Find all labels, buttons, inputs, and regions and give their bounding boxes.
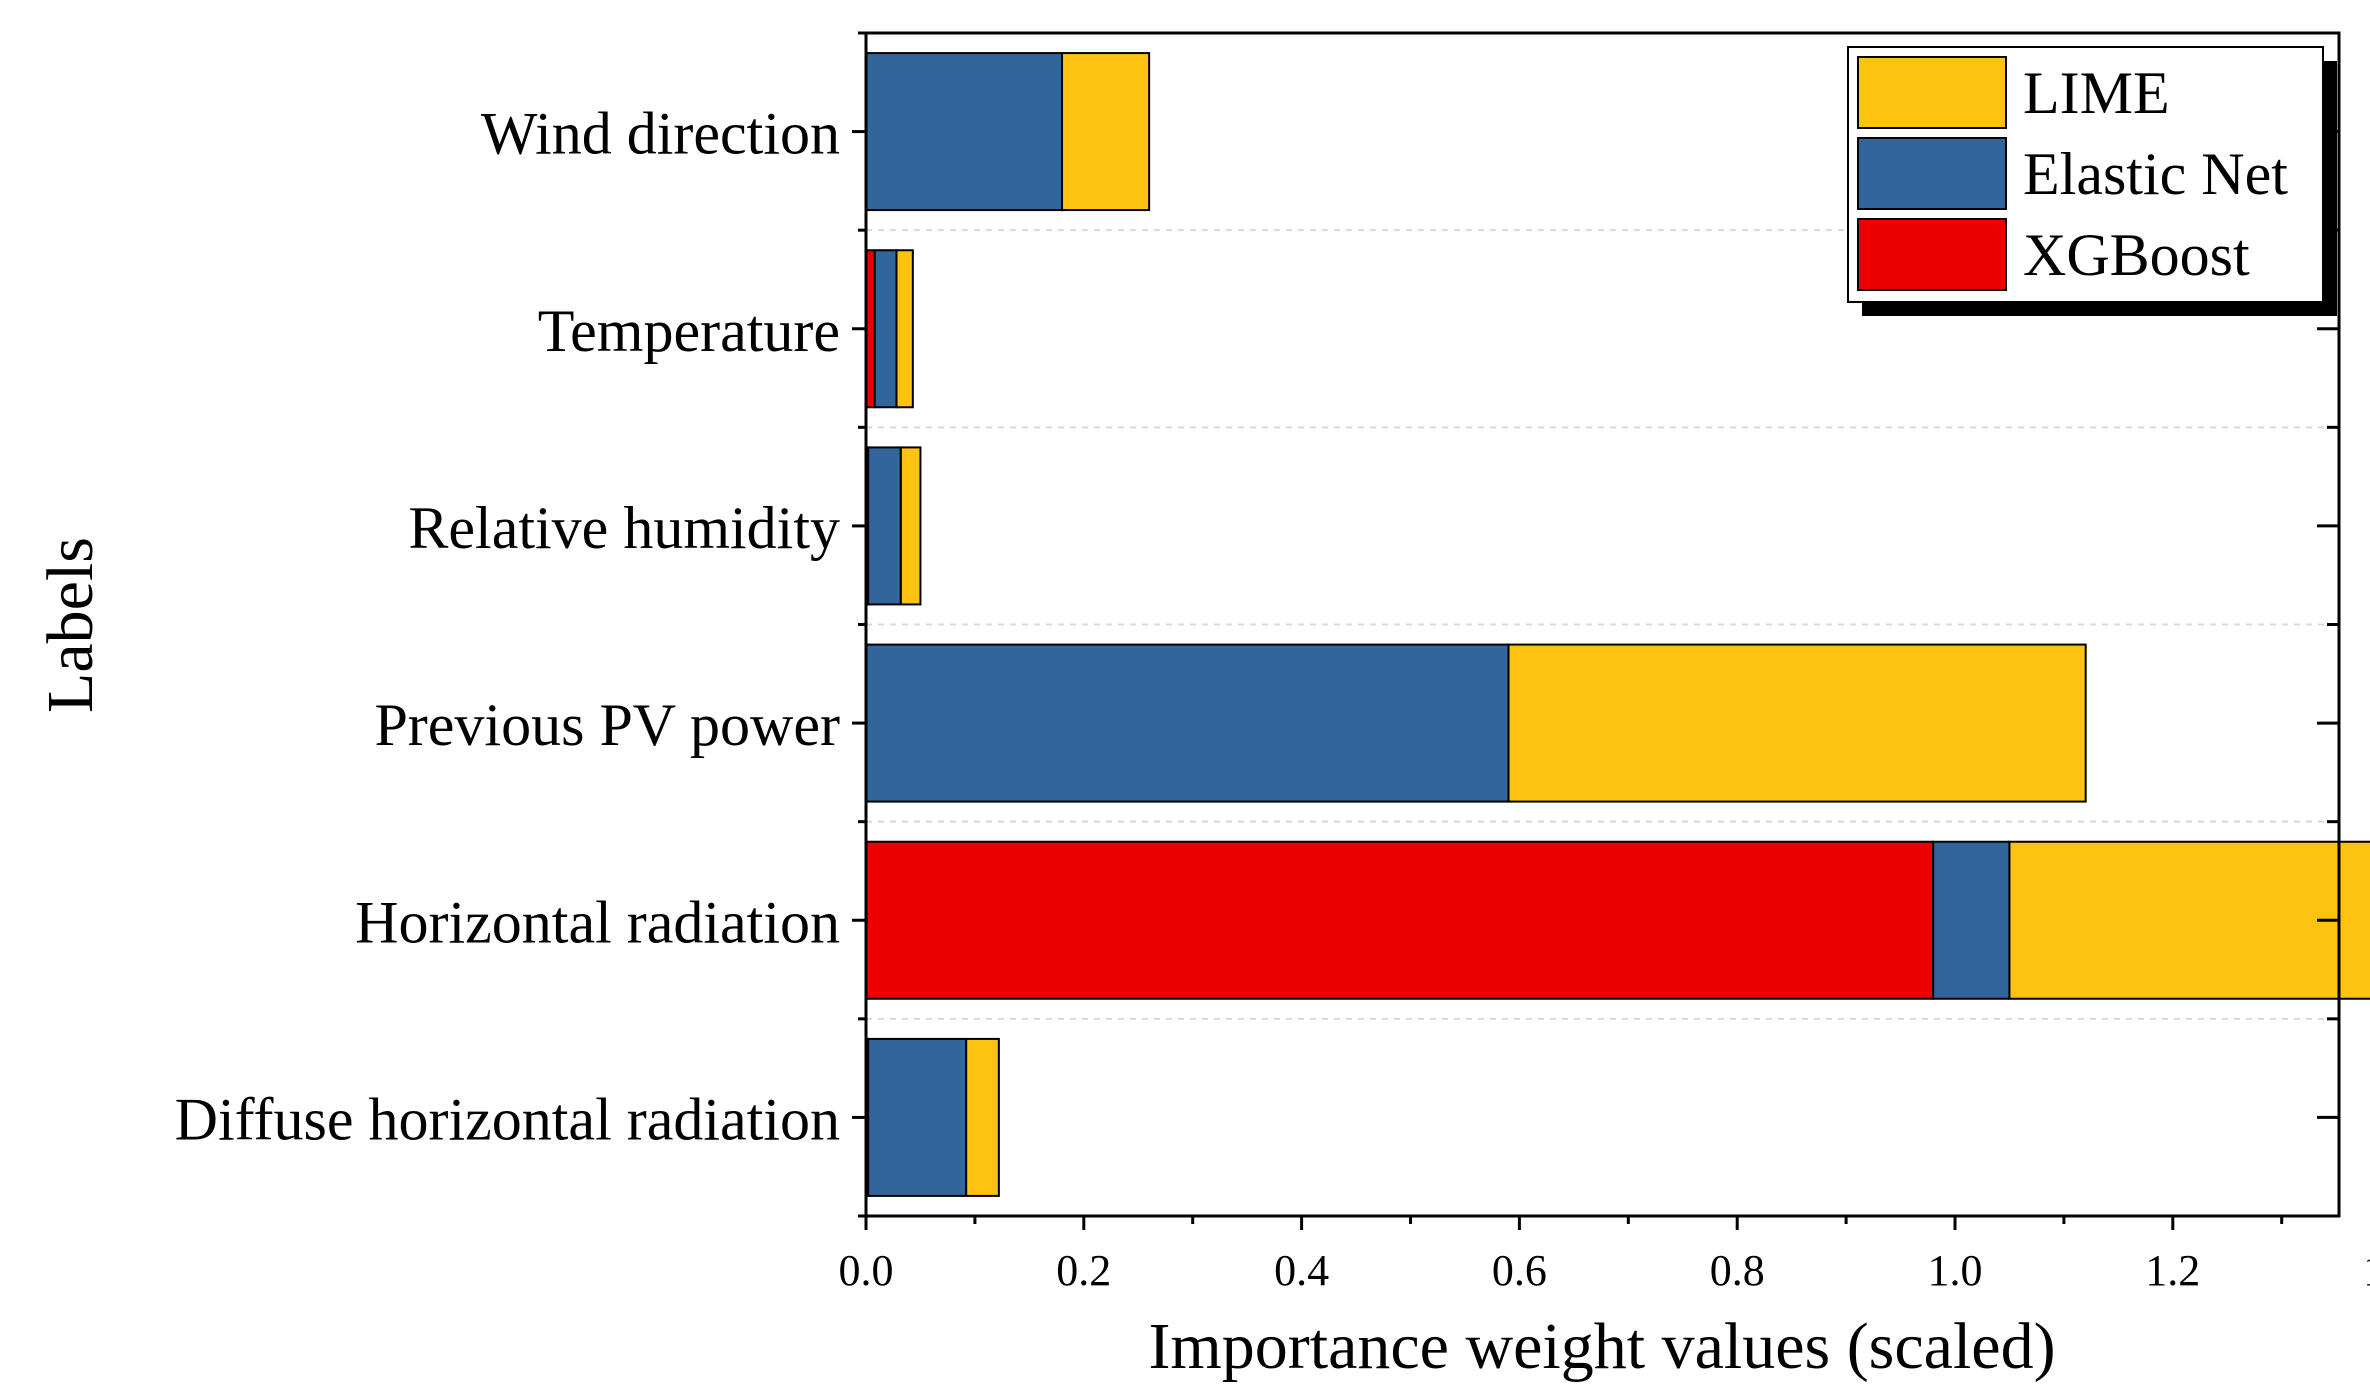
bar-elastic-net [867, 1037, 968, 1197]
y-tick-label: Diffuse horizontal radiation [175, 1086, 840, 1152]
bar-elastic-net [1932, 840, 2011, 1000]
x-tick-labels: 0.0 0.2 0.4 0.6 0.8 1.0 1.2 1.4 [839, 1246, 2370, 1295]
bar-elastic-net [867, 446, 902, 606]
bar-elastic-net [865, 52, 1064, 212]
legend-swatch [1857, 56, 2007, 129]
bar-lime [1061, 52, 1151, 212]
legend-swatch [1857, 137, 2007, 210]
bar-lime [965, 1037, 1000, 1197]
y-tick-label: Wind direction [481, 101, 840, 167]
legend-label: XGBoost [2023, 222, 2250, 288]
bar-lime [895, 249, 914, 409]
y-tick-label: Relative humidity [408, 495, 840, 561]
x-tick-label: 1.4 [2363, 1246, 2370, 1295]
bar-elastic-net [873, 249, 898, 409]
legend-label: LIME [2023, 60, 2170, 126]
x-tick-label: 0.0 [839, 1246, 894, 1295]
y-tick-label: Previous PV power [374, 692, 840, 758]
y-tick-labels: Wind direction Temperature Relative humidi… [175, 101, 840, 1153]
x-tick-label: 0.8 [1710, 1246, 1765, 1295]
x-tick-label: 1.2 [2145, 1246, 2200, 1295]
ticks [852, 31, 2339, 1230]
x-axis-label: Importance weight values (scaled) [1148, 1310, 2055, 1383]
x-tick-label: 0.2 [1056, 1246, 1111, 1295]
x-tick-label: 1.0 [1928, 1246, 1983, 1295]
bars [865, 52, 2370, 1197]
legend-swatch [1857, 218, 2007, 291]
bar-xgboost [865, 840, 1935, 1000]
y-tick-label: Temperature [538, 298, 840, 364]
bar-lime [1507, 643, 2087, 803]
y-axis-label: Labels [34, 537, 107, 713]
bar-elastic-net [865, 643, 1510, 803]
legend-label: Elastic Net [2023, 141, 2288, 207]
y-tick-label: Horizontal radiation [355, 889, 840, 955]
x-tick-label: 0.6 [1492, 1246, 1547, 1295]
legend: LIME Elastic Net XGBoost [1847, 46, 2337, 316]
x-tick-label: 0.4 [1274, 1246, 1329, 1295]
bar-lime [899, 446, 922, 606]
bar-lime [2008, 840, 2370, 1000]
